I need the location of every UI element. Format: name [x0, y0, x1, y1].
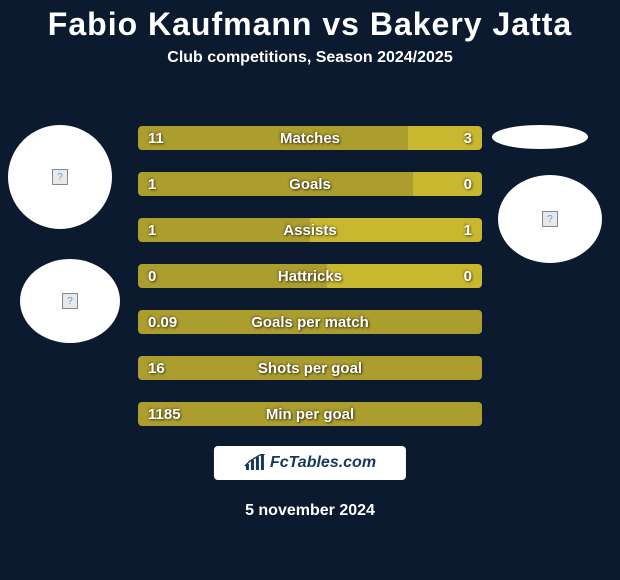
stat-row: 1185Min per goal — [138, 402, 482, 426]
stat-value-left: 1 — [148, 172, 156, 196]
stat-row: 11Assists — [138, 218, 482, 242]
decorative-ellipse — [492, 125, 588, 149]
broken-image-icon: ? — [52, 169, 68, 185]
stat-value-left: 11 — [148, 126, 164, 150]
comparison-chart: 113Matches10Goals11Assists00Hattricks0.0… — [138, 126, 482, 448]
stat-row: 16Shots per goal — [138, 356, 482, 380]
stat-bar-right — [327, 264, 482, 288]
stat-row: 10Goals — [138, 172, 482, 196]
chart-icon — [244, 454, 266, 472]
stat-value-right: 1 — [464, 218, 472, 242]
stat-bar-left — [138, 172, 413, 196]
stat-bar-left — [138, 356, 482, 380]
player-avatar-placeholder: ? — [20, 259, 120, 343]
stat-value-left: 1185 — [148, 402, 181, 426]
page-title: Fabio Kaufmann vs Bakery Jatta — [0, 0, 620, 43]
player-avatar-placeholder: ? — [8, 125, 112, 229]
stat-bar-left — [138, 218, 310, 242]
brand-text: FcTables.com — [270, 454, 376, 472]
footer-date: 5 november 2024 — [0, 502, 620, 520]
stat-value-left: 16 — [148, 356, 165, 380]
broken-image-icon: ? — [542, 211, 558, 227]
stat-bar-right — [310, 218, 482, 242]
stat-value-right: 3 — [464, 126, 472, 150]
stat-row: 0.09Goals per match — [138, 310, 482, 334]
stat-row: 00Hattricks — [138, 264, 482, 288]
stat-value-right: 0 — [464, 264, 472, 288]
stat-bar-left — [138, 126, 408, 150]
stat-value-left: 1 — [148, 218, 156, 242]
broken-image-icon: ? — [62, 293, 78, 309]
stat-bar-left — [138, 402, 482, 426]
brand-badge: FcTables.com — [214, 446, 406, 480]
player-avatar-placeholder: ? — [498, 175, 602, 263]
page-subtitle: Club competitions, Season 2024/2025 — [0, 49, 620, 67]
stat-value-right: 0 — [464, 172, 472, 196]
stat-row: 113Matches — [138, 126, 482, 150]
stat-bar-left — [138, 310, 482, 334]
stat-value-left: 0 — [148, 264, 156, 288]
stat-bar-left — [138, 264, 327, 288]
stat-value-left: 0.09 — [148, 310, 177, 334]
